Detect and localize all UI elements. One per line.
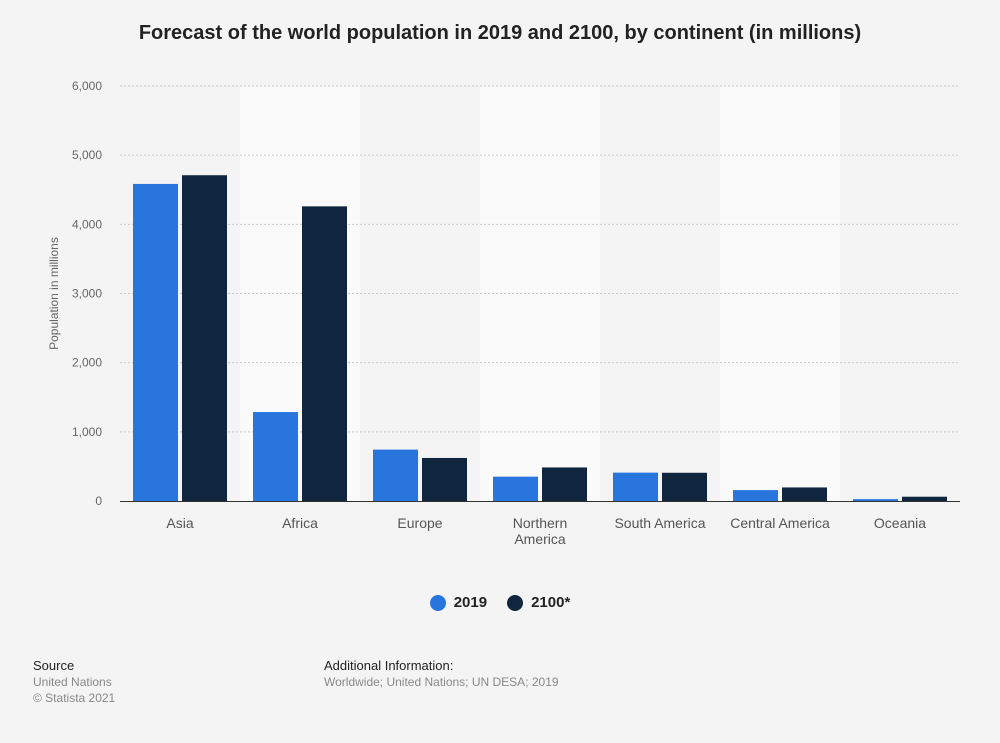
bar-2100-oceania bbox=[902, 496, 947, 501]
legend-item-2019[interactable]: 2019 bbox=[429, 594, 488, 611]
chart-title: Forecast of the world population in 2019… bbox=[138, 22, 862, 44]
y-tick-label: 2,000 bbox=[72, 356, 102, 370]
x-tick-label: Africa bbox=[282, 515, 318, 531]
legend: 2019 2100* bbox=[0, 594, 1000, 611]
copyright-line: © Statista 2021 bbox=[33, 691, 116, 705]
bar-2019-oceania bbox=[853, 499, 898, 501]
x-tick-label: Central America bbox=[730, 515, 830, 531]
bar-2019-northern-america bbox=[493, 476, 538, 501]
bar-2100-africa bbox=[302, 206, 347, 501]
bar-2019-europe bbox=[373, 449, 418, 501]
bar-chart: 0 1,000 2,000 3,000 4,000 5,000 6,000 Populatio… bbox=[47, 79, 960, 547]
legend-swatch-2019 bbox=[429, 594, 446, 611]
bar-2019-asia bbox=[133, 183, 178, 501]
legend-swatch-2100 bbox=[507, 594, 524, 611]
y-tick-label: 6,000 bbox=[72, 79, 102, 93]
bar-2100-europe bbox=[422, 457, 467, 501]
y-tick-label: 3,000 bbox=[72, 287, 102, 301]
bar-2100-asia bbox=[182, 175, 227, 501]
y-tick-label: 1,000 bbox=[72, 425, 102, 439]
legend-label-2019: 2019 bbox=[453, 594, 488, 611]
x-tick-label: Northern bbox=[513, 515, 567, 531]
bar-2019-africa bbox=[253, 412, 298, 501]
y-tick-label: 5,000 bbox=[72, 148, 102, 162]
bar-2100-northern-america bbox=[542, 467, 587, 501]
additional-info-block: Additional Information: Worldwide; Unite… bbox=[324, 658, 559, 690]
x-tick-label: Oceania bbox=[874, 515, 926, 531]
bar-2100-central-america bbox=[782, 487, 827, 501]
additional-info-text: Worldwide; United Nations; UN DESA; 2019 bbox=[324, 675, 559, 689]
additional-info-heading: Additional Information: bbox=[324, 658, 454, 673]
legend-item-2100[interactable]: 2100* bbox=[507, 594, 570, 611]
legend-label-2100: 2100* bbox=[531, 594, 571, 611]
source-block: Source United Nations © Statista 2021 bbox=[33, 658, 115, 706]
bar-2019-south-america bbox=[613, 472, 658, 501]
bar-2019-central-america bbox=[733, 490, 778, 501]
y-tick-label: 4,000 bbox=[72, 217, 102, 231]
bar-2100-south-america bbox=[662, 472, 707, 501]
y-tick-label: 0 bbox=[95, 494, 102, 508]
y-axis-label: Population in millions bbox=[47, 237, 61, 350]
source-heading: Source bbox=[33, 658, 75, 673]
x-tick-label: South America bbox=[614, 515, 705, 531]
x-tick-label: America bbox=[514, 531, 566, 547]
x-tick-label: Asia bbox=[166, 515, 193, 531]
x-tick-label: Europe bbox=[397, 515, 442, 531]
source-line: United Nations bbox=[33, 675, 112, 689]
